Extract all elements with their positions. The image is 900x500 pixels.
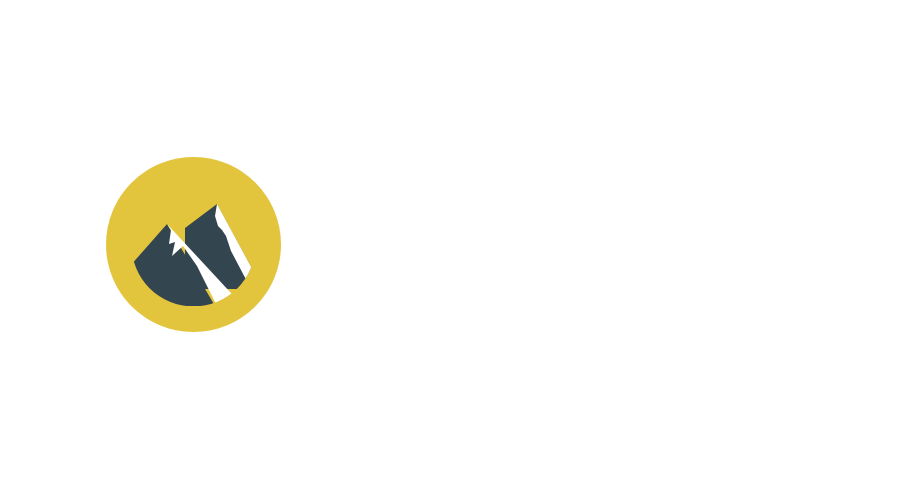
snow-front: [167, 224, 243, 306]
mountain-logo-icon: [106, 157, 281, 332]
mountain-logo: [105, 156, 282, 333]
